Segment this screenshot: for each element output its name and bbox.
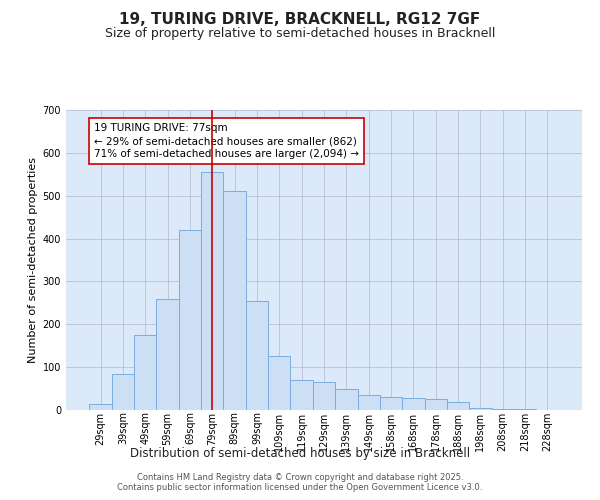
Text: Distribution of semi-detached houses by size in Bracknell: Distribution of semi-detached houses by … — [130, 448, 470, 460]
Y-axis label: Number of semi-detached properties: Number of semi-detached properties — [28, 157, 38, 363]
Bar — [491, 409, 514, 410]
Bar — [112, 374, 134, 410]
Bar — [335, 388, 358, 410]
Text: Contains HM Land Registry data © Crown copyright and database right 2025.
Contai: Contains HM Land Registry data © Crown c… — [118, 473, 482, 492]
Bar — [201, 172, 223, 410]
Bar — [447, 402, 469, 410]
Text: 19 TURING DRIVE: 77sqm
← 29% of semi-detached houses are smaller (862)
71% of se: 19 TURING DRIVE: 77sqm ← 29% of semi-det… — [94, 123, 359, 160]
Bar — [313, 382, 335, 410]
Text: Size of property relative to semi-detached houses in Bracknell: Size of property relative to semi-detach… — [105, 28, 495, 40]
Bar — [358, 395, 380, 410]
Text: 19, TURING DRIVE, BRACKNELL, RG12 7GF: 19, TURING DRIVE, BRACKNELL, RG12 7GF — [119, 12, 481, 28]
Bar — [89, 404, 112, 410]
Bar — [425, 400, 447, 410]
Bar — [514, 409, 536, 410]
Bar — [380, 397, 402, 410]
Bar — [268, 356, 290, 410]
Bar — [402, 398, 425, 410]
Bar — [179, 230, 201, 410]
Bar — [469, 408, 491, 410]
Bar — [157, 298, 179, 410]
Bar — [134, 335, 157, 410]
Bar — [223, 192, 246, 410]
Bar — [290, 380, 313, 410]
Bar — [246, 300, 268, 410]
